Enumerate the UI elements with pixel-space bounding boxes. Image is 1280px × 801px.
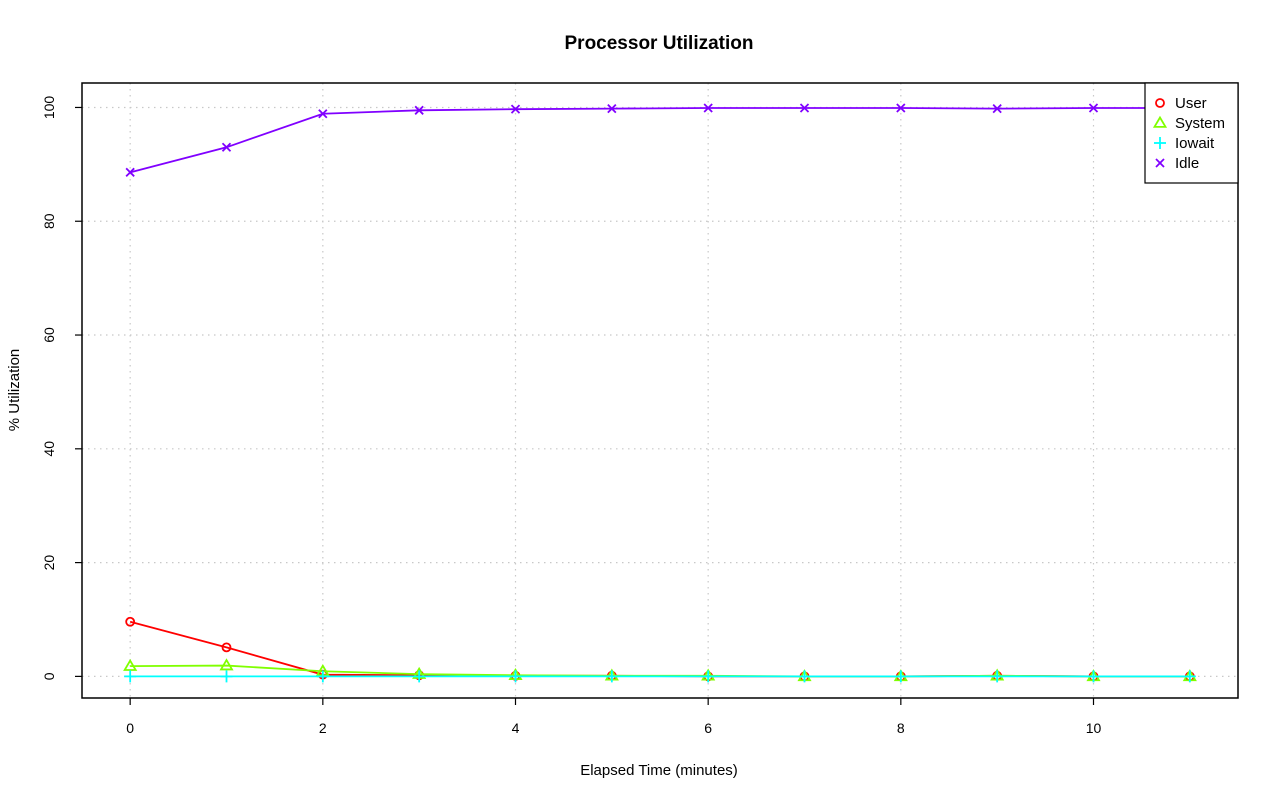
grid-lines — [82, 83, 1238, 698]
y-axis-label: % Utilization — [6, 349, 23, 432]
series-line-idle — [129, 107, 1190, 174]
legend-label-user: User — [1175, 95, 1207, 112]
data-point-idle — [414, 105, 424, 115]
data-point-user — [125, 616, 136, 627]
data-point-idle — [896, 103, 906, 113]
data-point-iowait — [605, 670, 618, 683]
legend-item-user: User — [1155, 95, 1207, 112]
data-point-idle — [510, 104, 521, 114]
data-point-iowait — [894, 670, 907, 683]
series-idle — [125, 103, 1195, 177]
y-tick-label: 80 — [41, 213, 57, 229]
x-tick-label: 10 — [1086, 720, 1102, 736]
legend-marker-idle — [1155, 158, 1165, 168]
x-tick-label: 2 — [319, 720, 327, 736]
data-point-idle — [607, 103, 617, 114]
series-iowait — [124, 670, 1196, 683]
y-tick-label: 0 — [41, 672, 57, 680]
series-line-user — [129, 620, 1190, 678]
data-point-idle — [703, 103, 713, 113]
series-layer — [123, 103, 1197, 683]
data-point-iowait — [1087, 670, 1100, 683]
y-tick-label: 100 — [41, 96, 57, 120]
chart-title: Processor Utilization — [565, 33, 754, 54]
data-point-iowait — [702, 670, 715, 683]
x-tick-label: 8 — [897, 720, 905, 736]
legend-label-idle: Idle — [1175, 155, 1199, 172]
legend-marker-system — [1152, 115, 1168, 128]
legend-marker-iowait — [1154, 137, 1166, 149]
data-point-iowait — [316, 670, 329, 683]
legend-label-iowait: Iowait — [1175, 135, 1215, 152]
legend-label-system: System — [1175, 115, 1225, 132]
data-point-user — [221, 642, 232, 653]
series-user — [125, 616, 1195, 682]
x-axis-label: Elapsed Time (minutes) — [580, 762, 738, 779]
x-tick-label: 6 — [704, 720, 712, 736]
data-point-system — [123, 658, 138, 671]
legend-item-iowait: Iowait — [1154, 135, 1215, 152]
legend-item-system: System — [1152, 115, 1225, 132]
data-point-idle — [1088, 103, 1099, 113]
data-point-iowait — [509, 670, 522, 683]
legend-item-idle: Idle — [1155, 155, 1199, 172]
x-axis: 0 2 4 6 8 10 — [126, 698, 1101, 736]
x-tick-label: 0 — [126, 720, 134, 736]
data-point-idle — [221, 142, 232, 152]
legend-marker-user — [1155, 98, 1165, 108]
data-point-system — [219, 658, 234, 671]
data-point-iowait — [991, 670, 1004, 683]
y-axis: 0 20 40 60 80 100 — [41, 96, 82, 680]
data-point-iowait — [220, 670, 233, 683]
data-point-iowait — [413, 670, 426, 683]
y-tick-label: 40 — [41, 441, 57, 457]
data-point-iowait — [124, 670, 137, 683]
series-line-system — [130, 664, 1190, 678]
data-point-idle — [992, 103, 1002, 114]
data-point-iowait — [1183, 670, 1196, 683]
data-point-iowait — [798, 670, 811, 683]
plot-frame — [81, 82, 1239, 699]
data-point-idle — [318, 109, 328, 119]
data-point-idle — [125, 167, 135, 177]
y-tick-label: 60 — [41, 327, 57, 343]
y-tick-label: 20 — [41, 555, 57, 571]
data-point-idle — [799, 103, 810, 113]
x-tick-label: 4 — [512, 720, 520, 736]
legend: User System Iowait Idle — [1144, 82, 1239, 184]
